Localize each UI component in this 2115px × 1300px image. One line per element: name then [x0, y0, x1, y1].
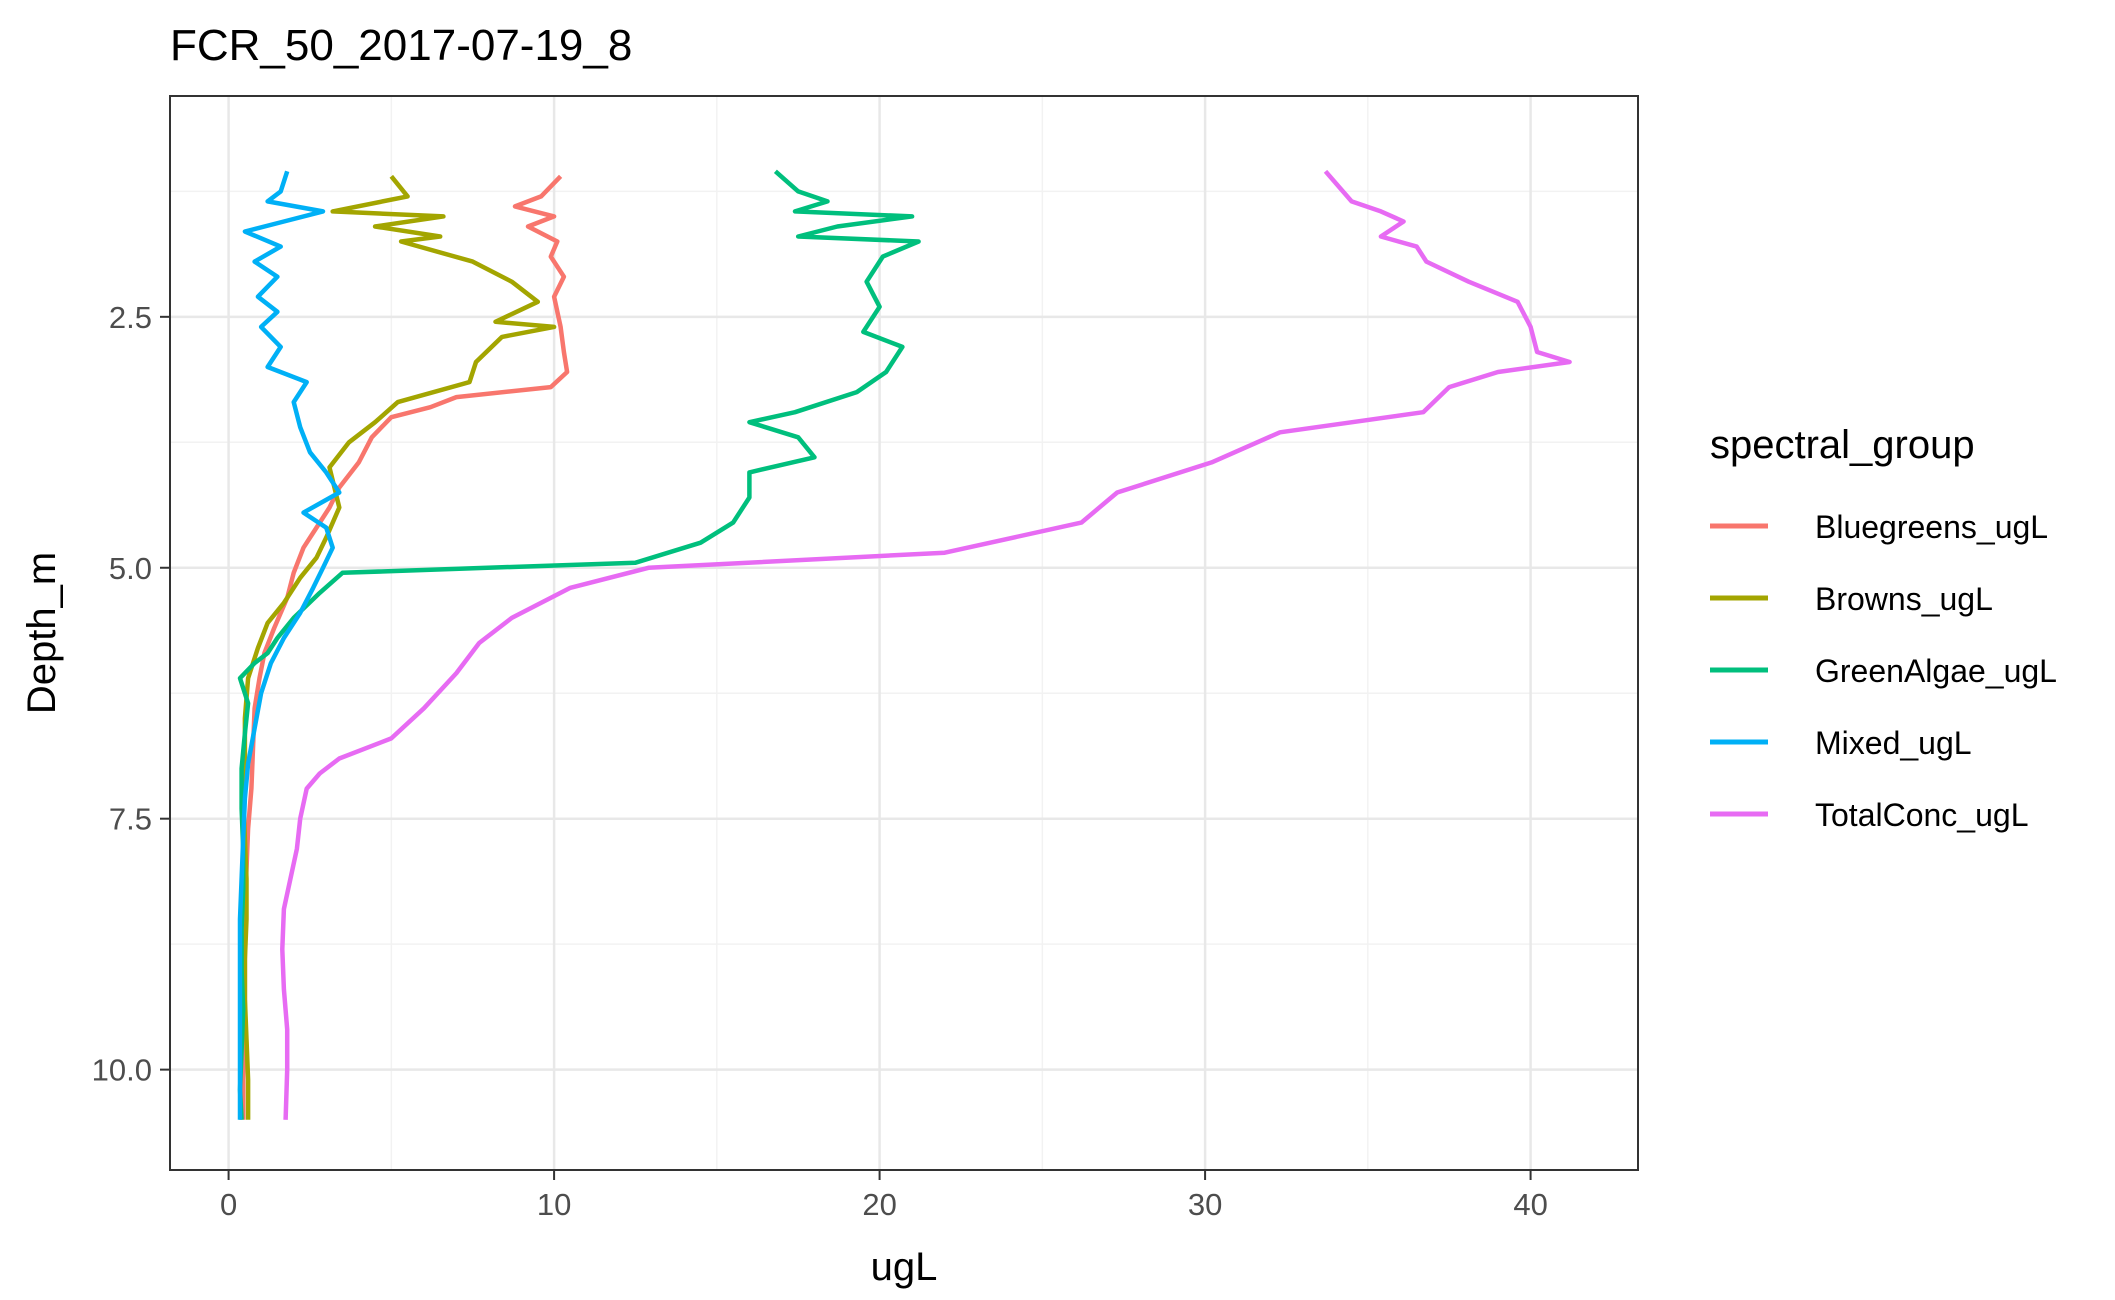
plot-area — [170, 96, 1638, 1170]
x-tick-label: 40 — [1513, 1187, 1547, 1222]
y-axis: 2.5 5.0 7.5 10.0 — [92, 300, 169, 1088]
series-line-Mixed_ugL — [237, 170, 342, 1120]
series-line-TotalConc_ugL — [280, 169, 1572, 1120]
y-tick-label: 5.0 — [109, 551, 152, 586]
x-axis-title: ugL — [871, 1245, 938, 1289]
plot-panel — [169, 95, 1639, 1171]
x-tick-label: 0 — [220, 1187, 237, 1222]
grid-minor — [170, 96, 1638, 1170]
x-tick-label: 20 — [862, 1187, 896, 1222]
series-lines — [237, 169, 1572, 1120]
y-tick-label: 7.5 — [109, 802, 152, 837]
legend-label: Bluegreens_ugL — [1815, 509, 2048, 545]
legend-label: Mixed_ugL — [1815, 725, 1972, 761]
legend-label: Browns_ugL — [1815, 581, 1993, 617]
legend-items: Bluegreens_ugL Browns_ugL GreenAlgae_ugL Mi… — [1710, 509, 2057, 833]
grid-major — [170, 96, 1638, 1170]
plot-border — [169, 95, 1639, 1171]
legend: spectral_group Bluegreens_ugL Browns_ugL G… — [1710, 423, 2057, 833]
legend-item: Bluegreens_ugL — [1710, 509, 2048, 545]
legend-item: GreenAlgae_ugL — [1710, 653, 2057, 689]
y-axis-title: Depth_m — [20, 552, 64, 714]
legend-item: Mixed_ugL — [1710, 725, 1972, 761]
legend-item: TotalConc_ugL — [1710, 797, 2028, 833]
chart-title: FCR_50_2017-07-19_8 — [170, 21, 632, 70]
legend-label: GreenAlgae_ugL — [1815, 653, 2057, 689]
legend-item: Browns_ugL — [1710, 581, 1993, 617]
legend-title: spectral_group — [1710, 423, 1975, 467]
legend-label: TotalConc_ugL — [1815, 797, 2028, 833]
x-axis: 0 10 20 30 40 — [220, 1171, 1548, 1222]
x-tick-label: 30 — [1188, 1187, 1222, 1222]
y-tick-label: 2.5 — [109, 300, 152, 335]
x-tick-label: 10 — [537, 1187, 571, 1222]
y-tick-label: 10.0 — [92, 1053, 152, 1088]
